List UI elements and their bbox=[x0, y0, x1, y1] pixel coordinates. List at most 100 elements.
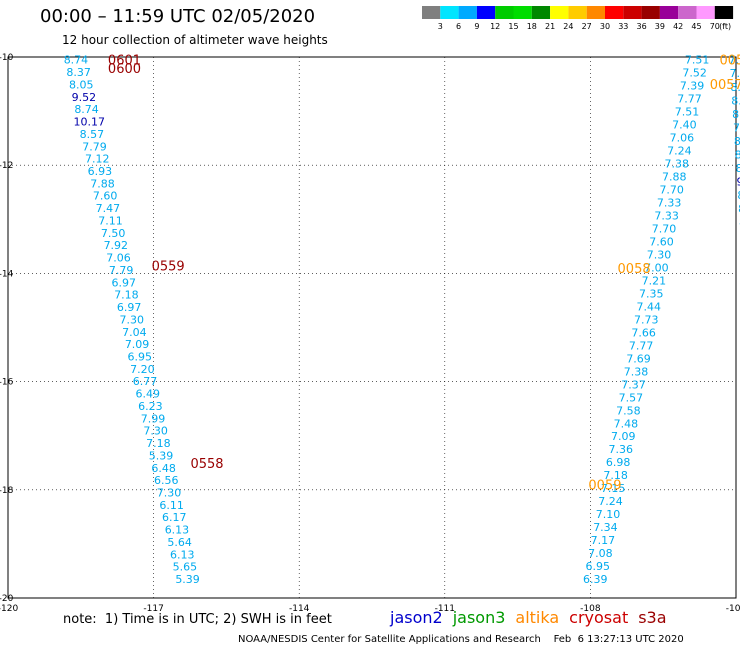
longitude-tick-label: -105 bbox=[726, 604, 740, 614]
wave-height-value: 7.77 bbox=[677, 93, 702, 106]
colorbar-label: 18 bbox=[527, 22, 537, 31]
wave-height-value: 7.24 bbox=[667, 145, 692, 158]
wave-height-value: 8.06 bbox=[730, 81, 740, 94]
wave-height-value: 7.99 bbox=[141, 412, 166, 425]
wave-height-value: 7.60 bbox=[93, 190, 118, 203]
wave-height-value: 6.13 bbox=[165, 524, 190, 537]
colorbar-label: 9 bbox=[474, 22, 479, 31]
wave-height-value: 7.30 bbox=[157, 487, 182, 500]
wave-height-value: 7.06 bbox=[106, 252, 131, 265]
colorbar-swatch bbox=[458, 6, 477, 19]
map-grid: -120 -117 -114 -111 -108 -105 -10 -12 -14 -16 -18 -… bbox=[0, 53, 740, 614]
wave-height-value: 8.45 bbox=[738, 202, 740, 215]
wave-height-value: 6.93 bbox=[88, 165, 113, 178]
wave-height-value: 8.74 bbox=[64, 54, 89, 67]
wave-height-value: 9.52 bbox=[72, 91, 97, 104]
wave-height-value: 6.77 bbox=[133, 375, 158, 388]
wave-height-value: 6.97 bbox=[117, 301, 142, 314]
wave-height-value: 7.50 bbox=[101, 227, 126, 240]
colorbar-swatch bbox=[623, 6, 642, 19]
wave-height-value: 7.20 bbox=[130, 363, 155, 376]
colorbar-swatch bbox=[513, 6, 532, 19]
satellite-legend-cryosat: cryosat bbox=[569, 608, 629, 627]
pass-time-label: 0558 bbox=[190, 457, 223, 472]
wave-height-value: 8.74 bbox=[74, 103, 99, 116]
colorbar-unit: (ft) bbox=[719, 22, 731, 31]
satellite-legend-s3a: s3a bbox=[638, 608, 667, 627]
wave-height-value: 7.57 bbox=[619, 391, 644, 404]
latitude-tick-label: -20 bbox=[0, 594, 14, 604]
wave-height-value: 7.73 bbox=[634, 313, 659, 326]
pass-time-label: 0059 bbox=[588, 478, 621, 493]
wave-height-value: 7.52 bbox=[682, 67, 707, 80]
wave-height-value: 6.48 bbox=[151, 462, 176, 475]
colorbar-swatch bbox=[641, 6, 660, 19]
wave-height-value: 6.98 bbox=[606, 456, 631, 469]
wave-height-value: 7.15 bbox=[601, 482, 626, 495]
wave-height-value: 6.39 bbox=[583, 573, 608, 586]
colorbar-swatch bbox=[495, 6, 514, 19]
wave-height-value: 7.88 bbox=[90, 177, 115, 190]
wave-height-value: 6.97 bbox=[112, 276, 137, 289]
wave-height-value: 9.09 bbox=[736, 175, 740, 188]
altimeter-tracks: 8.748.378.059.528.7410.178.577.797.126.9… bbox=[64, 54, 740, 586]
wave-height-value: 7.78 bbox=[729, 54, 740, 67]
wave-height-value: 7.38 bbox=[624, 365, 649, 378]
wave-height-value: 7.66 bbox=[631, 326, 656, 339]
satellite-legend-altika: altika bbox=[515, 608, 560, 627]
wave-height-value: 7.06 bbox=[670, 132, 695, 145]
colorbar-label: 30 bbox=[600, 22, 610, 31]
pass-time-label: 0057 bbox=[710, 78, 740, 93]
wave-height-value: 7.37 bbox=[621, 378, 646, 391]
satellite-legend-jason2: jason2 bbox=[390, 608, 443, 627]
colorbar-label: 24 bbox=[563, 22, 573, 31]
colorbar: 3 6 9 12 15 18 21 24 27 30 33 36 39 42 45 70 (ft) bbox=[422, 6, 734, 31]
wave-height-value: 7.18 bbox=[603, 469, 628, 482]
wave-height-value: 7.17 bbox=[591, 534, 616, 547]
wave-height-value: 8.30 bbox=[734, 135, 740, 148]
pass-time-label: 0600 bbox=[108, 62, 141, 77]
colorbar-swatch bbox=[696, 6, 715, 19]
wave-height-value: 7.35 bbox=[639, 287, 664, 300]
colorbar-swatch bbox=[440, 6, 459, 19]
wave-height-value: 7.44 bbox=[637, 300, 662, 313]
latitude-tick-label: -10 bbox=[0, 53, 14, 63]
colorbar-label: 45 bbox=[691, 22, 701, 31]
wave-height-value: 7.04 bbox=[122, 326, 147, 339]
wave-height-value: 5.65 bbox=[173, 561, 198, 574]
longitude-tick-label: -111 bbox=[435, 604, 455, 614]
footnote: note: 1) Time is in UTC; 2) SWH is in fe… bbox=[63, 612, 332, 627]
wave-height-value: 7.33 bbox=[654, 210, 679, 223]
wave-height-value: 7.58 bbox=[616, 404, 641, 417]
wave-height-value: 5.39 bbox=[175, 573, 200, 586]
colorbar-swatch bbox=[531, 6, 551, 19]
pass-time-labels: 0601060005590558005600570058005903003 bbox=[108, 54, 740, 494]
wave-height-value: 7.11 bbox=[98, 214, 123, 227]
wave-height-value: 8.46 bbox=[736, 162, 740, 175]
wave-height-value: 7.08 bbox=[588, 547, 613, 560]
latitude-tick-label: -14 bbox=[0, 269, 14, 279]
wave-height-value: 7.39 bbox=[680, 80, 705, 93]
wave-height-value: 6.95 bbox=[586, 560, 611, 573]
wave-height-value: 6.11 bbox=[159, 499, 184, 512]
credit-line: NOAA/NESDIS Center for Satellite Applica… bbox=[238, 634, 684, 645]
map-frame bbox=[7, 56, 737, 599]
wave-height-value: 7.79 bbox=[82, 140, 107, 153]
wave-height-value: 7.10 bbox=[596, 508, 621, 521]
wave-height-value: 7.33 bbox=[657, 197, 682, 210]
wave-height-value: 6.56 bbox=[154, 474, 179, 487]
wave-height-value: 7.47 bbox=[96, 202, 121, 215]
wave-height-value: 7.08 bbox=[733, 121, 740, 134]
colorbar-label: 36 bbox=[637, 22, 647, 31]
wave-height-value: 6.13 bbox=[170, 548, 195, 561]
colorbar-label: 39 bbox=[655, 22, 665, 31]
colorbar-swatch bbox=[568, 6, 587, 19]
wave-height-value: 7.34 bbox=[593, 521, 618, 534]
colorbar-swatch bbox=[659, 6, 679, 19]
longitude-tick-label: -114 bbox=[289, 604, 310, 614]
wave-height-value: 8.05 bbox=[69, 78, 94, 91]
longitude-tick-label: -108 bbox=[580, 604, 601, 614]
map-title: 00:00 – 11:59 UTC 02/05/2020 bbox=[40, 6, 316, 27]
wave-height-value: 8.60 bbox=[737, 189, 740, 202]
